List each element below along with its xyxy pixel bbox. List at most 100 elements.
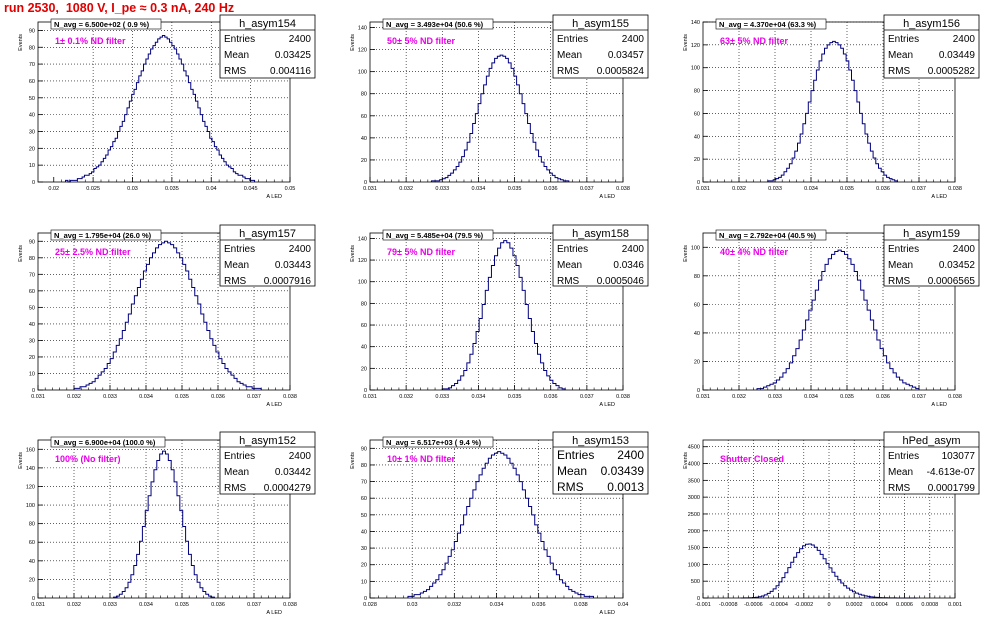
stats-value: 2400 bbox=[622, 244, 645, 255]
y-tick-label: 60 bbox=[361, 114, 367, 120]
y-tick-label: 80 bbox=[361, 463, 367, 469]
y-tick-label: 160 bbox=[26, 447, 35, 453]
y-tick-label: 0 bbox=[697, 596, 700, 602]
stats-value: 0.0001799 bbox=[928, 483, 976, 494]
histogram-line bbox=[756, 249, 920, 390]
x-tick-label: 0.034 bbox=[139, 602, 153, 608]
y-tick-label: 0 bbox=[364, 388, 367, 394]
navg-box bbox=[382, 436, 494, 448]
x-tick-label: 0.037 bbox=[580, 186, 594, 192]
stats-key: Mean bbox=[557, 50, 582, 61]
stats-key: Entries bbox=[557, 34, 588, 45]
histogram-line bbox=[65, 34, 256, 183]
y-tick-label: 10 bbox=[361, 579, 367, 585]
stats-value: 0.0005046 bbox=[597, 276, 645, 287]
x-axis-label: A LED bbox=[599, 402, 615, 408]
x-tick-label: 0.035 bbox=[508, 186, 522, 192]
stats-value: 0.03449 bbox=[939, 50, 976, 61]
y-tick-label: 40 bbox=[29, 113, 35, 119]
y-tick-label: 140 bbox=[26, 466, 35, 472]
y-tick-label: 80 bbox=[694, 89, 700, 95]
x-tick-label: 0.031 bbox=[696, 394, 710, 400]
y-tick-label: 60 bbox=[694, 302, 700, 308]
x-tick-label: 0.038 bbox=[948, 394, 962, 400]
stats-value: 0.03457 bbox=[608, 50, 645, 61]
x-tick-label: 0.035 bbox=[165, 186, 179, 192]
x-tick-label: 0.034 bbox=[490, 602, 504, 608]
x-tick-label: 0.038 bbox=[616, 394, 630, 400]
navg-box bbox=[382, 229, 494, 241]
histogram-name: h_asym157 bbox=[239, 228, 296, 240]
navg-box bbox=[50, 229, 162, 241]
x-tick-label: 0 bbox=[827, 602, 830, 608]
x-tick-label: 0.034 bbox=[804, 186, 818, 192]
stats-key: Mean bbox=[224, 260, 249, 271]
x-axis-label: A LED bbox=[931, 194, 947, 200]
x-tick-label: 0.032 bbox=[447, 602, 461, 608]
histogram-name: hPed_asym bbox=[902, 435, 960, 447]
y-tick-label: 10 bbox=[29, 163, 35, 169]
y-tick-label: 80 bbox=[29, 256, 35, 262]
x-tick-label: 0.0006 bbox=[896, 602, 913, 608]
x-tick-label: 0.034 bbox=[139, 394, 153, 400]
y-tick-label: 80 bbox=[29, 522, 35, 528]
x-tick-label: 0.031 bbox=[363, 394, 377, 400]
x-tick-label: -0.0002 bbox=[794, 602, 813, 608]
x-tick-label: 0.035 bbox=[840, 394, 854, 400]
y-tick-label: 3500 bbox=[688, 478, 700, 484]
x-tick-label: -0.0006 bbox=[744, 602, 763, 608]
x-tick-label: 0.031 bbox=[696, 186, 710, 192]
stats-value: 2400 bbox=[953, 34, 976, 45]
stats-value: 0.03439 bbox=[601, 464, 645, 478]
y-tick-label: 120 bbox=[691, 43, 700, 49]
x-tick-label: 0.032 bbox=[732, 186, 746, 192]
stats-box bbox=[552, 431, 649, 495]
x-tick-label: 0.032 bbox=[67, 394, 81, 400]
filter-label: 25± 2.5% ND filter bbox=[55, 247, 131, 257]
x-tick-label: 0.036 bbox=[532, 602, 546, 608]
y-tick-label: 0 bbox=[32, 388, 35, 394]
stats-key: Mean bbox=[888, 467, 913, 478]
x-axis-label: A LED bbox=[931, 402, 947, 408]
y-tick-label: 4500 bbox=[688, 445, 700, 451]
stats-key: Entries bbox=[224, 244, 255, 255]
y-tick-label: 60 bbox=[29, 289, 35, 295]
x-tick-label: 0.025 bbox=[86, 186, 100, 192]
stats-box bbox=[219, 431, 316, 495]
y-tick-label: 120 bbox=[358, 48, 367, 54]
stats-box bbox=[219, 224, 316, 287]
x-axis-label: A LED bbox=[266, 610, 282, 616]
y-tick-label: 2000 bbox=[688, 529, 700, 535]
x-tick-label: 0.033 bbox=[768, 394, 782, 400]
histogram-line bbox=[441, 240, 566, 390]
y-tick-label: 30 bbox=[29, 129, 35, 135]
x-tick-label: 0.032 bbox=[399, 394, 413, 400]
y-tick-label: 3000 bbox=[688, 495, 700, 501]
y-tick-label: 30 bbox=[29, 338, 35, 344]
y-tick-label: 1500 bbox=[688, 546, 700, 552]
histogram-line bbox=[407, 451, 594, 598]
filter-label: 10± 1% ND filter bbox=[387, 454, 455, 464]
x-tick-label: 0.045 bbox=[244, 186, 258, 192]
y-tick-label: 60 bbox=[694, 111, 700, 117]
x-tick-label: 0.038 bbox=[574, 602, 588, 608]
plot-frame bbox=[702, 232, 956, 391]
y-tick-label: 70 bbox=[361, 480, 367, 486]
y-tick-label: 50 bbox=[29, 96, 35, 102]
x-tick-label: 0.036 bbox=[211, 394, 225, 400]
stats-key: Mean bbox=[224, 50, 249, 61]
x-axis-label: A LED bbox=[266, 194, 282, 200]
x-tick-label: 0.031 bbox=[31, 602, 45, 608]
navg-box bbox=[715, 18, 827, 30]
navg-box bbox=[715, 229, 827, 241]
histogram-line bbox=[430, 54, 570, 182]
stats-key: RMS bbox=[557, 480, 584, 494]
x-tick-label: 0.038 bbox=[283, 394, 297, 400]
histogram-line bbox=[767, 40, 898, 182]
y-tick-label: 140 bbox=[358, 26, 367, 32]
stats-value: 2400 bbox=[289, 244, 312, 255]
histogram-name: h_asym154 bbox=[239, 18, 296, 30]
stats-value: 0.03452 bbox=[939, 260, 976, 271]
navg-label: N_avg = 3.493e+04 (50.6 %) bbox=[386, 20, 484, 29]
